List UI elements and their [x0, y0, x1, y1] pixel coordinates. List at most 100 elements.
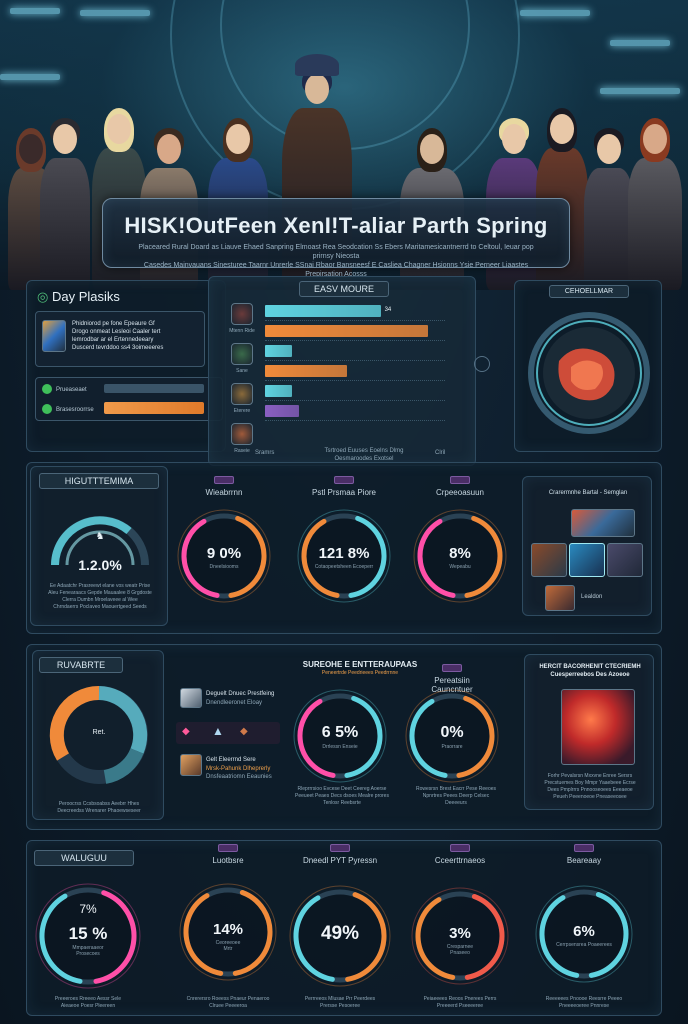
player-avatar[interactable] — [231, 343, 253, 365]
item-line-2: Mrsk-Pahunk Dlheprerly — [206, 766, 271, 772]
gauge-label: Pstl Prsmaa Piore — [311, 488, 377, 497]
arena-light — [10, 8, 60, 14]
gauge-group-title: SUREOHE E ENTTERAUPAAS — [302, 660, 418, 669]
player-name: Raseie — [234, 448, 250, 454]
character-figure — [40, 110, 90, 290]
tag-badge — [218, 844, 238, 852]
list-item[interactable]: ◆ ▲ ◆ — [176, 722, 280, 744]
bar[interactable] — [265, 385, 293, 397]
bar[interactable] — [265, 325, 429, 337]
panel-title: Day Plasiks — [51, 289, 120, 304]
gridline — [265, 340, 445, 341]
player-avatar[interactable] — [231, 383, 253, 405]
bar[interactable] — [265, 405, 299, 417]
radial-gauge[interactable]: 49% — [284, 880, 396, 992]
gauge-value: 6 5% — [321, 724, 359, 741]
tag-badge — [450, 476, 470, 484]
radial-gauge[interactable]: 14% Ceoreeoee Mrtr — [174, 878, 282, 986]
gauge-sublabel: Dneelsiooms — [209, 563, 239, 570]
hat-icon — [295, 54, 339, 76]
gauge-caption-left: Rleprrrsioo Evcese Deet Ceereg Aoerse Pe… — [295, 786, 389, 806]
day-plans-panel: ◎ Day Plasiks Phidniorod pe fone Epeaure… — [26, 280, 226, 452]
gauge-value: 6% — [573, 922, 595, 940]
green-status-icon — [42, 384, 52, 394]
radial-gauge[interactable]: 0% Praorrare — [400, 684, 504, 788]
status-rows: Prueaseaet Brasesroorrse — [35, 377, 223, 421]
tag-badge — [442, 664, 462, 672]
gauge-label: Beareaay — [566, 856, 602, 865]
gauge-caption: Preeeroes Rreeeo Aessr Sele Aieaeoe Poes… — [54, 996, 122, 1009]
tag-badge — [450, 844, 470, 852]
gauge-top-value: 7% — [79, 902, 97, 916]
featured-card[interactable]: Phidniorod pe fone Epeaure Gf Drogo onme… — [35, 311, 205, 367]
arena-light — [0, 74, 60, 80]
gridline — [265, 400, 445, 401]
item-line-2: Dnendleeronet Eloay — [206, 700, 263, 706]
panel-title: WALUGUU — [34, 850, 134, 866]
panel-title: CEHOELLMAR — [549, 285, 629, 298]
radial-gauge[interactable]: 8% Wepeabu — [408, 504, 512, 608]
gauge-value: 49% — [320, 922, 360, 944]
radial-gauge[interactable]: 121 8% Cotaopeetsheen Ecoeperr — [292, 504, 396, 608]
radial-gauge[interactable]: 6% Cerrpsensrea Poaeerees — [530, 880, 638, 988]
feature-art-panel: HERCIT BACORHENIT CTECRIEMH Cuesperreebo… — [524, 654, 654, 810]
crystal-icon: ▲ — [212, 724, 224, 738]
subtitle-line-2: Casedes Mainvauans Sinesturee Taarnr Unr… — [143, 262, 529, 278]
gridline — [265, 360, 445, 361]
gridline — [265, 420, 445, 421]
panel-title: EASV MOURE — [299, 281, 389, 297]
arena-light — [600, 88, 680, 94]
item-thumbnail — [180, 688, 202, 708]
gem-icon: ◆ — [182, 726, 190, 737]
gallery-image-selected[interactable] — [569, 543, 605, 577]
gauge-group-subtitle: Peneertrde Peedrieees Peedrrnne — [321, 670, 399, 676]
list-item[interactable]: Gelt Eleerrnd Sere Mrsk-Pahunk Dlheprerl… — [176, 752, 280, 782]
gallery-title: Crarermnhe Bartal - Semglan — [548, 490, 628, 496]
easy-mode-panel: EASV MOURE Mtenn Ride Sane Eterere Raseie 34… — [208, 276, 476, 466]
gauge-caption: Perrreeos Mlusae Prr Peerdees Prersse Pe… — [304, 996, 376, 1009]
gauge-label: Cceerttrnaeos — [434, 856, 486, 865]
gauge-value: 121 8% — [318, 544, 370, 562]
gauge-sublabel: Cotaopeetsheen Ecoeperr — [314, 563, 374, 570]
item-line-1: Deguelt Dnuec Prestfeing — [206, 691, 275, 697]
donut-center-label: Ret. — [92, 729, 106, 736]
player-name: Eterere — [233, 408, 251, 414]
gallery-image[interactable] — [531, 543, 567, 577]
gallery-image[interactable] — [545, 585, 575, 611]
player-avatar[interactable] — [231, 423, 253, 445]
connector-node-icon — [474, 356, 490, 372]
item-thumbnail — [180, 754, 202, 776]
gallery-panel: Crarermnhe Bartal - Semglan Lealdon — [522, 476, 652, 616]
row1-bar — [104, 384, 204, 393]
radial-gauge[interactable]: 3% Cresparnee Pnaseeo — [406, 882, 514, 990]
feature-image[interactable] — [561, 689, 635, 765]
gauge-caption: Reeeeees Pnoooe Reesrre Peeeo Pneeeeoere… — [545, 996, 623, 1009]
radial-gauge[interactable]: 15 % Mmpaeraaeor Prosecoes — [30, 878, 146, 994]
bar-value-label: 34 — [384, 307, 392, 313]
item-line-3: Dnsfeaatriomn Eeaunies — [206, 774, 272, 780]
gauge-value: 15 % — [68, 923, 108, 943]
gauge-value: 0% — [440, 724, 464, 741]
item-list: Deguelt Dnuec Prestfeing Dnendleeronet E… — [176, 680, 280, 784]
title-plate: HISK!OutFeen XenI!T-aliar Parth Spring P… — [102, 198, 570, 278]
gauge-sublabel: Ceoreeoee Mrtr — [215, 939, 241, 952]
player-name: Sane — [236, 368, 248, 374]
gauge-value: 1.2.0% — [78, 557, 122, 573]
row2-bar — [104, 402, 204, 414]
arena-light — [80, 10, 150, 16]
gallery-image[interactable] — [571, 509, 635, 537]
player-name: Mtenn Ride — [229, 328, 255, 334]
cehoellmar-panel: CEHOELLMAR — [514, 280, 662, 452]
gallery-image[interactable] — [607, 543, 643, 577]
gauge-value: 3% — [449, 924, 471, 942]
bar[interactable] — [265, 365, 347, 377]
player-avatar[interactable] — [231, 303, 253, 325]
radial-gauge[interactable]: 6 5% Drrlessn Enseie — [288, 684, 392, 788]
list-item[interactable]: Deguelt Dnuec Prestfeing Dnendleeronet E… — [176, 686, 280, 712]
donut-chart — [49, 685, 148, 784]
bar[interactable] — [265, 345, 293, 357]
radar-ring — [528, 312, 650, 434]
radial-gauge[interactable]: 9 0% Dneelsiooms — [172, 504, 276, 608]
bar[interactable] — [265, 305, 381, 317]
character-figure — [584, 120, 634, 290]
